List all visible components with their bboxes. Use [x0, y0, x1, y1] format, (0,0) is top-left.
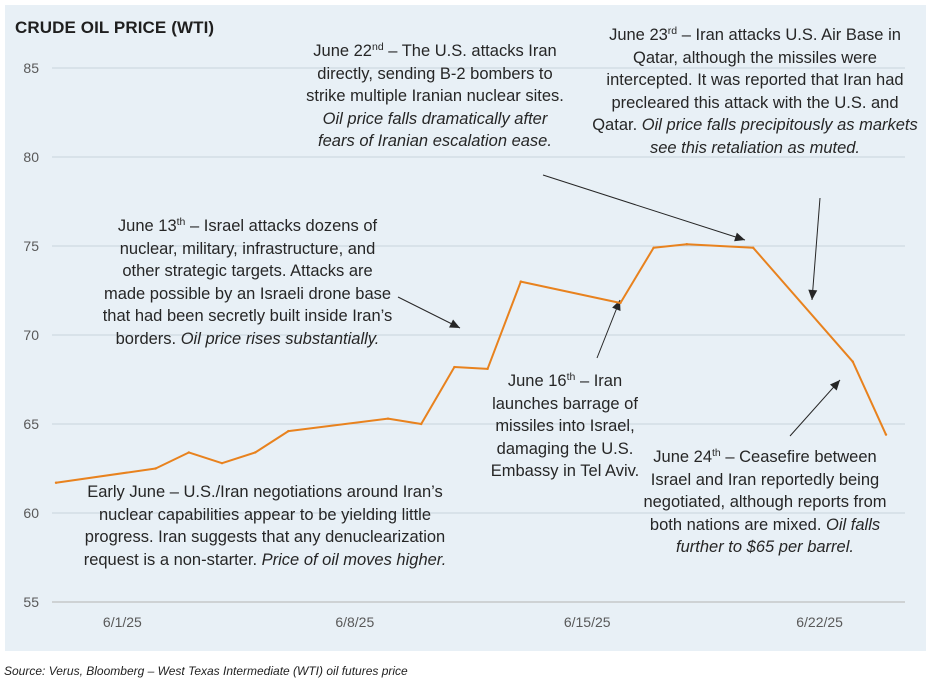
annotation-june22-date: June 22	[313, 42, 372, 60]
annotation-june13: June 13th – Israel attacks dozens of nuc…	[100, 215, 395, 350]
data-point	[154, 467, 157, 470]
arrow-june16	[596, 299, 621, 359]
data-point	[220, 461, 224, 465]
y-tick-label: 55	[23, 594, 39, 610]
y-tick-label: 80	[23, 149, 39, 165]
arrow-june13	[397, 296, 461, 329]
gridlines	[52, 67, 905, 514]
x-tick-label: 6/1/25	[102, 614, 142, 630]
annotation-june22-ordinal: nd	[371, 41, 384, 53]
annotation-june22: June 22nd – The U.S. attacks Iran direct…	[305, 40, 565, 153]
source-note: Source: Verus, Bloomberg – West Texas In…	[4, 664, 408, 678]
arrow-june22	[542, 174, 746, 242]
data-point	[54, 481, 58, 484]
annotation-early-june-text: Early June – U.S./Iran negotiations arou…	[83, 483, 446, 569]
data-point	[884, 433, 888, 436]
data-point	[420, 422, 423, 426]
annotation-june24-text: – Ceasefire between Israel and Iran repo…	[643, 448, 887, 534]
data-point	[851, 360, 854, 363]
y-tick-label: 70	[23, 327, 39, 343]
annotation-june24-date: June 24	[653, 448, 712, 466]
y-tick-label: 75	[23, 238, 39, 254]
annotation-june13-text: – Israel attacks dozens of nuclear, mili…	[102, 217, 393, 348]
annotation-june22-italic: Oil price falls dramatically after fears…	[318, 109, 552, 151]
annotation-june16-ordinal: th	[566, 371, 576, 383]
data-point	[685, 243, 688, 246]
annotation-june23-date: June 23	[609, 26, 668, 44]
annotation-june13-italic: Oil price rises substantially.	[180, 329, 380, 348]
annotation-june24-italic: Oil falls further to $65 per barrel.	[676, 515, 881, 557]
data-point	[287, 429, 290, 433]
x-tick-label: 6/8/25	[335, 614, 375, 630]
annotation-june16-date: June 16	[507, 372, 567, 390]
annotation-june16: June 16th – Iran launches barrage of mis…	[475, 370, 655, 483]
data-point	[254, 451, 257, 454]
annotation-june13-ordinal: th	[176, 216, 186, 228]
data-point	[386, 417, 390, 420]
annotation-june22-text: – The U.S. attacks Iran directly, sendin…	[306, 42, 564, 105]
chart-panel	[5, 5, 926, 651]
annotation-june13-date: June 13	[117, 217, 177, 235]
y-tick-label: 85	[23, 60, 39, 76]
data-points	[54, 243, 888, 484]
data-point	[652, 246, 655, 249]
data-point	[187, 451, 190, 454]
annotation-early-june: Early June – U.S./Iran negotiations arou…	[70, 481, 460, 571]
y-tick-label: 60	[23, 505, 39, 521]
chart-title: CRUDE OIL PRICE (WTI)	[15, 18, 215, 37]
data-point	[486, 367, 489, 371]
annotation-june16-text: – Iran launches barrage of missiles into…	[490, 372, 640, 480]
annotation-june23: June 23rd – Iran attacks U.S. Air Base i…	[590, 24, 920, 159]
y-tick-label: 65	[23, 416, 39, 432]
arrow-june23	[808, 197, 821, 301]
annotation-june24: June 24th – Ceasefire between Israel and…	[640, 446, 890, 559]
annotation-early-june-italic: Price of oil moves higher.	[261, 550, 447, 569]
annotation-june23-ordinal: rd	[667, 25, 678, 37]
arrow-june24	[789, 379, 841, 437]
annotation-june24-ordinal: th	[712, 447, 721, 459]
annotation-june23-text: – Iran attacks U.S. Air Base in Qatar, a…	[592, 26, 904, 134]
data-point	[619, 301, 622, 305]
annotation-june23-italic: Oil price falls precipitously as markets…	[641, 116, 918, 157]
data-point	[752, 246, 755, 249]
x-tick-label: 6/22/25	[796, 614, 843, 630]
x-tick-label: 6/15/25	[563, 614, 611, 630]
data-point	[453, 365, 456, 369]
data-point	[519, 280, 522, 283]
